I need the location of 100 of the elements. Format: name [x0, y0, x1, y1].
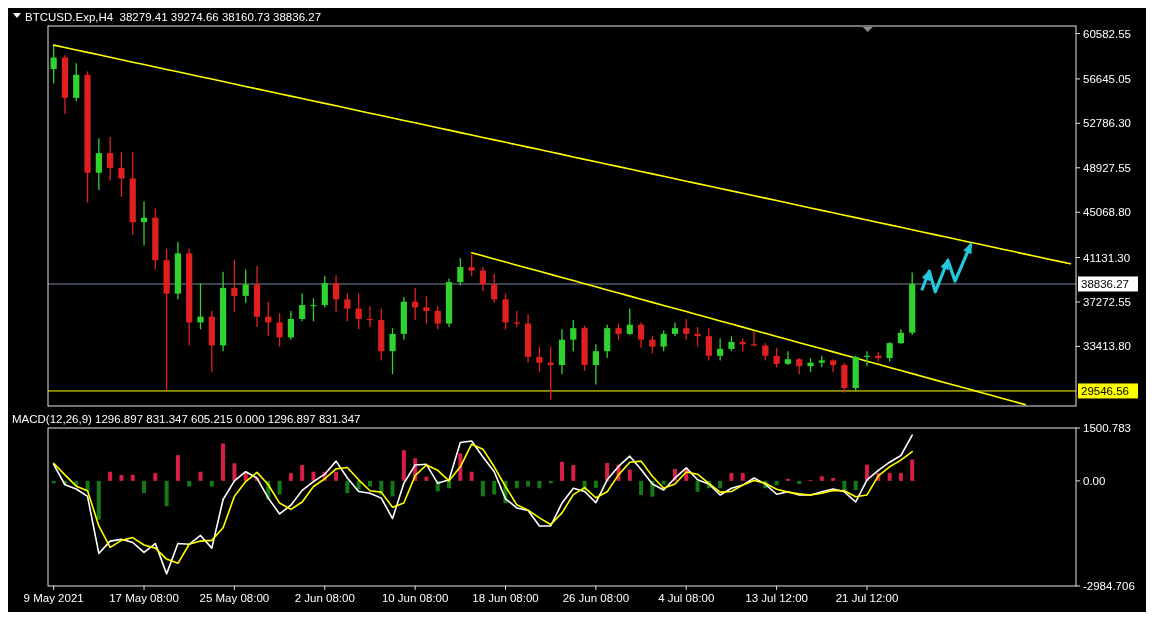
bar: [130, 474, 135, 481]
bar: [447, 480, 452, 489]
bar: [797, 480, 802, 485]
bar: [187, 480, 192, 487]
bar: [300, 465, 305, 481]
candlestick: [694, 326, 701, 348]
chart-title: MACD(12,26,9) 1296.897 831.347 605.215 0.000 1296.897 831.347: [12, 413, 361, 425]
candlestick: [50, 45, 57, 85]
candlestick: [784, 350, 792, 366]
bar: [819, 476, 824, 481]
bar: [842, 480, 847, 491]
bar: [401, 450, 406, 481]
candlestick: [626, 307, 633, 336]
bar: [887, 473, 892, 481]
candlestick: [332, 274, 340, 313]
x-tick-label: 26 Jun 08:00: [562, 592, 630, 604]
candlestick: [197, 282, 204, 330]
x-tick-label: 25 May 08:00: [199, 592, 270, 604]
candlestick: [434, 305, 441, 330]
chart-title: BTCUSD.Exp,H4 38279.41 39274.66 38160.73 38836.27: [25, 11, 322, 23]
x-tick-label: 17 May 08:00: [109, 592, 179, 604]
bar: [108, 471, 113, 481]
candlestick: [423, 295, 430, 325]
candlestick: [231, 259, 238, 313]
candlestick: [287, 310, 294, 341]
bar: [831, 478, 836, 481]
x-tick-label: 21 Jul 12:00: [835, 592, 899, 604]
bar: [537, 480, 542, 489]
candlestick: [310, 297, 317, 322]
y-tick-label: 1500.783: [1083, 422, 1131, 434]
y-tick-label: 60582.55: [1083, 27, 1131, 40]
bar: [627, 469, 632, 481]
bar: [142, 480, 147, 494]
bar: [458, 453, 463, 481]
candlestick: [457, 257, 464, 287]
bar: [605, 462, 610, 481]
y-tick-label: 41131.30: [1083, 251, 1131, 264]
x-tick-label: 18 Jun 08:00: [472, 592, 539, 604]
bar: [695, 480, 700, 492]
bar: [198, 471, 203, 481]
candlestick: [479, 266, 487, 292]
y-tick-label: 48927.55: [1083, 161, 1131, 174]
bar: [514, 480, 519, 489]
bar: [345, 480, 350, 494]
bar: [221, 443, 226, 481]
bar: [96, 480, 101, 520]
bar: [367, 480, 372, 487]
y-tick-label: 56645.05: [1083, 72, 1131, 85]
candlestick: [468, 253, 475, 277]
y-tick-label: 52786.30: [1083, 117, 1131, 130]
candlestick: [118, 151, 125, 198]
candlestick: [830, 358, 837, 373]
candlestick: [683, 318, 690, 341]
x-tick-label: 9 May 2021: [23, 592, 84, 604]
bar: [740, 473, 745, 481]
candlestick: [73, 62, 80, 102]
candlestick: [536, 345, 543, 373]
bar: [390, 480, 395, 497]
candlestick: [773, 347, 780, 368]
candlestick: [276, 312, 283, 348]
bar: [910, 459, 915, 481]
candlestick: [107, 136, 114, 182]
candlestick: [502, 292, 509, 330]
candlestick: [344, 292, 351, 322]
bar: [424, 476, 429, 481]
y-tick-label: 33413.80: [1083, 340, 1131, 353]
bar: [311, 471, 316, 481]
candlestick: [592, 343, 599, 386]
bar: [175, 455, 180, 481]
ref-line-label: 38836.27: [1081, 277, 1129, 290]
bar: [718, 480, 723, 489]
candlestick: [355, 292, 362, 330]
bar: [334, 471, 339, 481]
bar: [119, 474, 124, 481]
candlestick: [637, 321, 645, 349]
bar: [469, 471, 474, 481]
bar: [492, 480, 497, 495]
bar: [153, 473, 158, 481]
candlestick: [886, 341, 893, 363]
ref-line-label: 29546.56: [1081, 384, 1129, 397]
bar: [774, 480, 779, 486]
bar: [785, 478, 790, 481]
bar: [526, 480, 531, 487]
bar: [639, 480, 644, 495]
x-tick-label: 13 Jul 12:00: [745, 592, 808, 604]
y-tick-label: 45068.80: [1083, 206, 1131, 219]
candlestick: [705, 327, 712, 362]
bar: [853, 480, 858, 491]
x-tick-label: 4 Jul 08:00: [658, 592, 715, 604]
candlestick: [570, 319, 577, 352]
candlestick: [841, 362, 848, 394]
bar: [480, 480, 485, 497]
candlestick: [604, 324, 611, 359]
candlestick: [660, 329, 667, 352]
candlestick: [242, 268, 249, 304]
candlestick: [95, 137, 102, 191]
y-tick-label: 37272.55: [1083, 295, 1131, 308]
candlestick: [299, 292, 306, 322]
y-tick-label: -2984.706: [1083, 580, 1135, 592]
bar: [232, 463, 237, 481]
